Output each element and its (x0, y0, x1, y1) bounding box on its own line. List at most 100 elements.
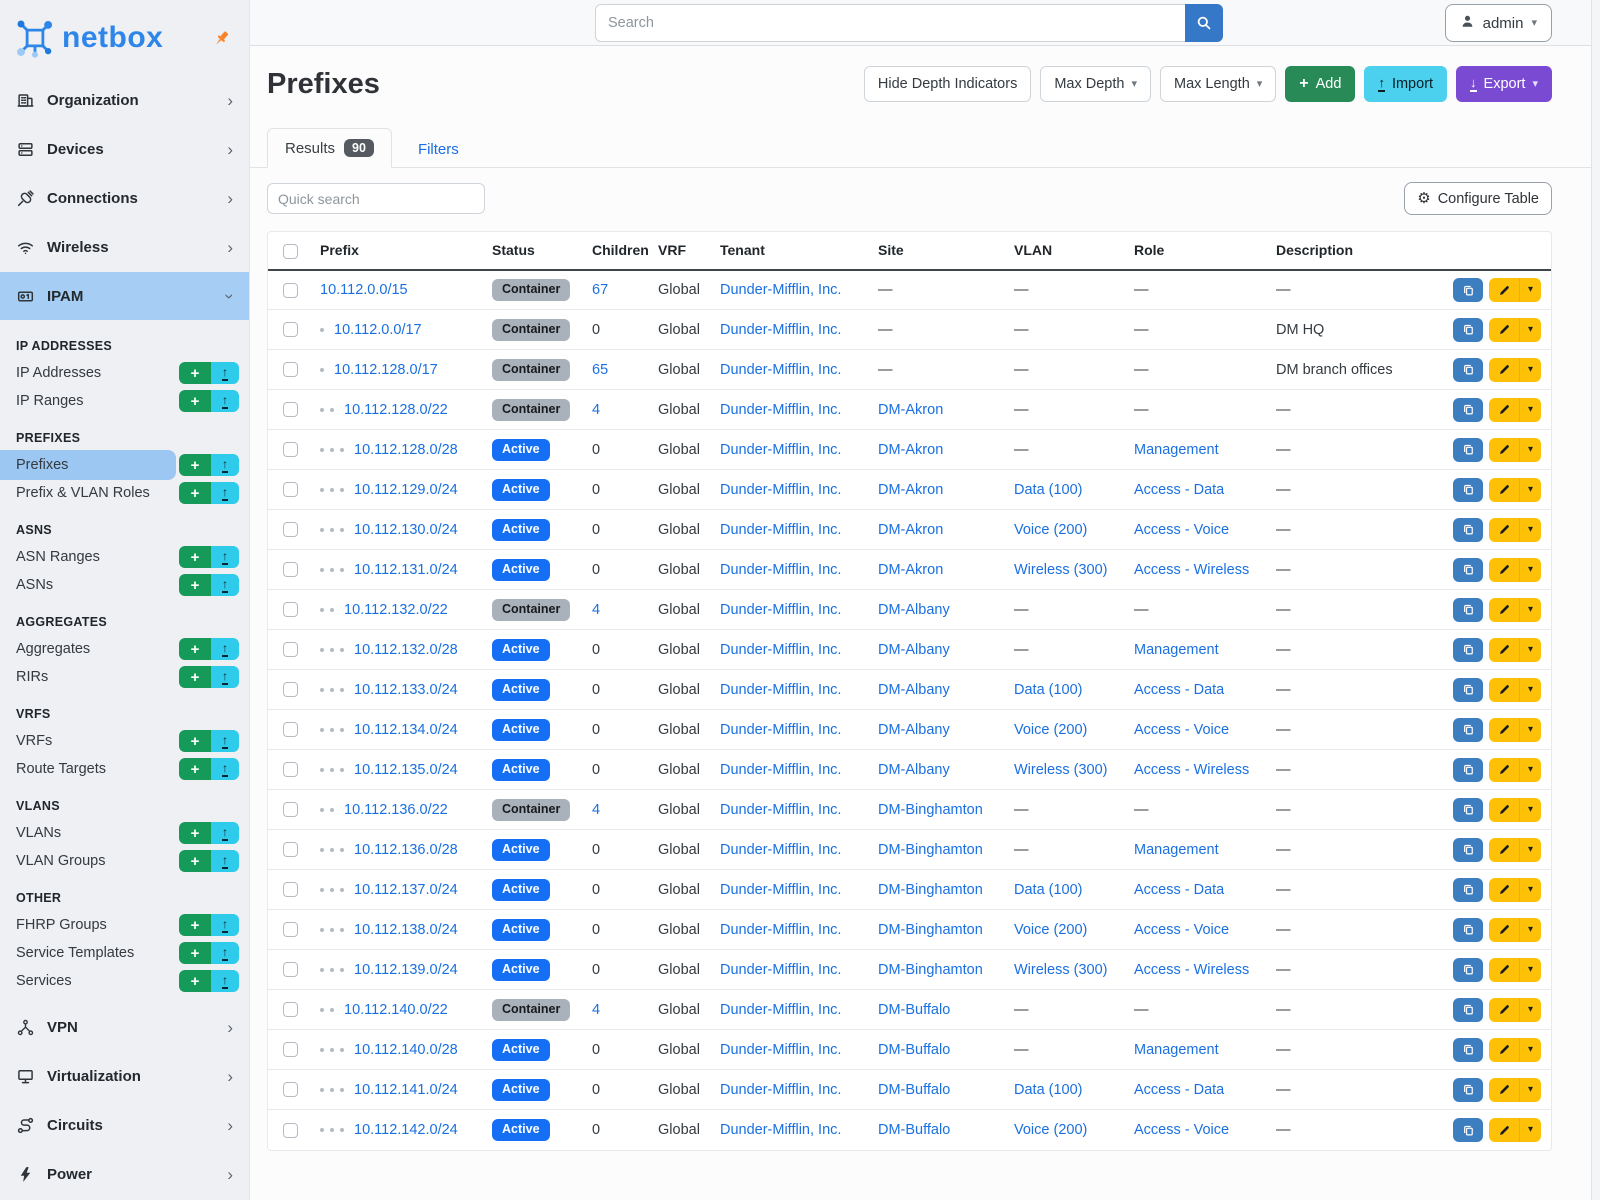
prefix-link[interactable]: 10.112.132.0/28 (354, 641, 458, 658)
role-link[interactable]: Access - Data (1134, 681, 1225, 698)
row-checkbox[interactable] (282, 682, 298, 698)
edit-button[interactable] (1489, 877, 1519, 902)
site-link[interactable]: DM-Akron (878, 481, 944, 498)
prefix-link[interactable]: 10.112.142.0/24 (354, 1122, 458, 1139)
ip-ranges-add-button[interactable]: + (179, 390, 211, 412)
row-checkbox[interactable] (282, 522, 298, 538)
role-link[interactable]: Management (1134, 841, 1219, 858)
tab-filters[interactable]: Filters (417, 141, 459, 158)
edit-button[interactable] (1489, 677, 1519, 702)
tenant-link[interactable]: Dunder-Mifflin, Inc. (720, 1041, 842, 1058)
copy-button[interactable] (1453, 357, 1483, 382)
edit-button[interactable] (1489, 477, 1519, 502)
prefix-link[interactable]: 10.112.0.0/15 (320, 282, 408, 299)
prefixes-import-button[interactable]: ↑ (211, 454, 239, 476)
sidebar-item-wireless[interactable]: Wireless › (0, 223, 249, 271)
site-link[interactable]: DM-Binghamton (878, 921, 983, 938)
edit-button[interactable] (1489, 557, 1519, 582)
site-link[interactable]: DM-Binghamton (878, 841, 983, 858)
prefix-link[interactable]: 10.112.128.0/22 (344, 401, 448, 418)
asns-add-button[interactable]: + (179, 574, 211, 596)
row-checkbox[interactable] (282, 482, 298, 498)
edit-dropdown-button[interactable]: ▾ (1519, 477, 1541, 502)
children-link[interactable]: 65 (592, 361, 609, 378)
tenant-link[interactable]: Dunder-Mifflin, Inc. (720, 761, 842, 778)
edit-dropdown-button[interactable]: ▾ (1519, 437, 1541, 462)
edit-button[interactable] (1489, 837, 1519, 862)
children-link[interactable]: 4 (592, 1001, 601, 1018)
children-link[interactable]: 67 (592, 282, 609, 299)
copy-button[interactable] (1453, 1118, 1483, 1143)
column-header-prefix[interactable]: Prefix (312, 232, 484, 271)
site-link[interactable]: DM-Albany (878, 721, 950, 738)
role-link[interactable]: Access - Data (1134, 881, 1225, 898)
add-button[interactable]: + Add (1285, 66, 1356, 102)
site-link[interactable]: DM-Binghamton (878, 961, 983, 978)
edit-button[interactable] (1489, 797, 1519, 822)
children-link[interactable]: 4 (592, 401, 601, 418)
copy-button[interactable] (1453, 317, 1483, 342)
row-checkbox[interactable] (282, 282, 298, 298)
edit-button[interactable] (1489, 997, 1519, 1022)
copy-button[interactable] (1453, 397, 1483, 422)
prefix-link[interactable]: 10.112.135.0/24 (354, 761, 458, 778)
sidebar-item-fhrp-groups[interactable]: FHRP Groups + ↑ (0, 911, 249, 939)
netbox-logo[interactable]: netbox (62, 21, 164, 54)
rirs-add-button[interactable]: + (179, 666, 211, 688)
tenant-link[interactable]: Dunder-Mifflin, Inc. (720, 641, 842, 658)
sidebar-item-ip-ranges[interactable]: IP Ranges + ↑ (0, 387, 249, 415)
tenant-link[interactable]: Dunder-Mifflin, Inc. (720, 1081, 842, 1098)
copy-button[interactable] (1453, 278, 1483, 303)
max-depth-button[interactable]: Max Depth ▾ (1040, 66, 1151, 102)
hide-depth-indicators-button[interactable]: Hide Depth Indicators (863, 66, 1032, 102)
prefix-link[interactable]: 10.112.136.0/28 (354, 841, 458, 858)
children-link[interactable]: 4 (592, 801, 601, 818)
row-checkbox[interactable] (282, 362, 298, 378)
netbox-logo-icon[interactable] (14, 17, 56, 59)
sidebar-item-ip-addresses[interactable]: IP Addresses + ↑ (0, 359, 249, 387)
prefix-link[interactable]: 10.112.138.0/24 (354, 921, 458, 938)
site-link[interactable]: DM-Binghamton (878, 801, 983, 818)
ip-addresses-add-button[interactable]: + (179, 362, 211, 384)
edit-dropdown-button[interactable]: ▾ (1519, 317, 1541, 342)
fhrp-groups-add-button[interactable]: + (179, 914, 211, 936)
route-targets-import-button[interactable]: ↑ (211, 758, 239, 780)
prefix-link[interactable]: 10.112.139.0/24 (354, 961, 458, 978)
edit-dropdown-button[interactable]: ▾ (1519, 397, 1541, 422)
edit-dropdown-button[interactable]: ▾ (1519, 1077, 1541, 1102)
search-button[interactable] (1185, 4, 1223, 42)
tenant-link[interactable]: Dunder-Mifflin, Inc. (720, 601, 842, 618)
vlan-link[interactable]: Wireless (300) (1014, 961, 1108, 978)
prefix-link[interactable]: 10.112.132.0/22 (344, 601, 448, 618)
sidebar-item-prefix-vlan-roles[interactable]: Prefix & VLAN Roles + ↑ (0, 479, 249, 507)
edit-button[interactable] (1489, 517, 1519, 542)
row-checkbox[interactable] (282, 322, 298, 338)
row-checkbox[interactable] (282, 1042, 298, 1058)
role-link[interactable]: Access - Wireless (1134, 561, 1250, 578)
column-header-tenant[interactable]: Tenant (712, 232, 870, 271)
fhrp-groups-import-button[interactable]: ↑ (211, 914, 239, 936)
role-link[interactable]: Access - Voice (1134, 521, 1230, 538)
edit-dropdown-button[interactable]: ▾ (1519, 1037, 1541, 1062)
edit-button[interactable] (1489, 357, 1519, 382)
sidebar-item-virtualization[interactable]: Virtualization › (0, 1052, 249, 1100)
copy-button[interactable] (1453, 877, 1483, 902)
row-checkbox[interactable] (282, 442, 298, 458)
edit-button[interactable] (1489, 757, 1519, 782)
copy-button[interactable] (1453, 677, 1483, 702)
sidebar-item-connections[interactable]: Connections › (0, 174, 249, 222)
edit-dropdown-button[interactable]: ▾ (1519, 717, 1541, 742)
services-add-button[interactable]: + (179, 970, 211, 992)
role-link[interactable]: Management (1134, 641, 1219, 658)
tenant-link[interactable]: Dunder-Mifflin, Inc. (720, 282, 842, 299)
copy-button[interactable] (1453, 1037, 1483, 1062)
sidebar-item-vlan-groups[interactable]: VLAN Groups + ↑ (0, 847, 249, 875)
prefix-vlan-roles-add-button[interactable]: + (179, 482, 211, 504)
edit-button[interactable] (1489, 597, 1519, 622)
copy-button[interactable] (1453, 957, 1483, 982)
role-link[interactable]: Management (1134, 1041, 1219, 1058)
prefix-link[interactable]: 10.112.129.0/24 (354, 481, 458, 498)
edit-dropdown-button[interactable]: ▾ (1519, 997, 1541, 1022)
tenant-link[interactable]: Dunder-Mifflin, Inc. (720, 481, 842, 498)
edit-button[interactable] (1489, 637, 1519, 662)
